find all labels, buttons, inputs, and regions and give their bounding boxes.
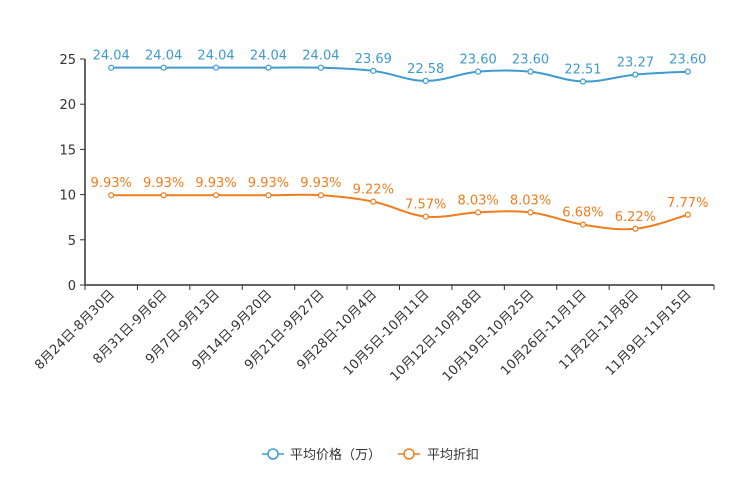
y-tick-label: 25	[59, 53, 76, 68]
data-point	[370, 67, 377, 74]
data-label: 9.93%	[195, 176, 236, 191]
data-label: 24.04	[93, 49, 130, 64]
legend-item-1: 平均折扣	[398, 448, 479, 463]
series-1: 9.93% 9.93% 9.93% 9.93% 9.93% 9.22% 7.57% 8.03%…	[91, 176, 708, 232]
axes: 05101520258月24日-8月30日8月31日-9月6日9月7日-9月13…	[32, 53, 715, 385]
data-point	[527, 68, 534, 75]
data-label: 24.04	[197, 49, 234, 64]
data-point	[422, 213, 429, 220]
series-layer: 24.04 24.04 24.04 24.04 24.04 23.69 22.58 23.60…	[91, 49, 708, 232]
series-line	[111, 193, 689, 231]
data-label: 23.60	[512, 53, 549, 68]
data-point	[684, 68, 691, 75]
y-tick-label: 0	[68, 279, 76, 294]
data-point	[265, 64, 272, 71]
legend-label: 平均折扣	[427, 448, 479, 463]
data-label: 22.58	[407, 62, 444, 77]
legend-marker-icon	[267, 448, 279, 460]
data-point	[370, 198, 377, 205]
data-point	[160, 64, 167, 71]
data-point	[632, 71, 639, 78]
legend: 平均价格（万） 平均折扣	[262, 447, 479, 463]
data-label: 24.04	[250, 49, 287, 64]
data-label: 6.22%	[615, 210, 656, 225]
data-label: 23.69	[355, 52, 392, 67]
data-point	[475, 68, 482, 75]
series-line	[111, 66, 688, 83]
data-point	[108, 64, 115, 71]
data-point	[160, 192, 167, 199]
legend-label: 平均价格（万）	[290, 447, 381, 463]
data-label: 9.93%	[143, 176, 184, 191]
data-point	[632, 225, 639, 232]
data-point	[475, 209, 482, 216]
data-label: 22.51	[564, 63, 601, 78]
x-tick-label: 10月12日-10月18日	[387, 287, 484, 384]
data-label: 9.93%	[91, 176, 132, 191]
data-point	[684, 211, 691, 218]
data-point	[527, 209, 534, 216]
data-point	[579, 221, 587, 228]
data-point	[317, 192, 324, 199]
data-point	[108, 192, 115, 199]
data-label: 9.22%	[353, 183, 394, 198]
data-label: 7.57%	[405, 198, 446, 213]
series-0: 24.04 24.04 24.04 24.04 24.04 23.69 22.58 23.60…	[93, 49, 706, 85]
data-point	[422, 77, 429, 84]
data-label: 23.60	[460, 53, 497, 68]
y-tick-label: 15	[59, 143, 76, 158]
legend-marker-icon	[403, 448, 415, 460]
x-tick-label: 10月19日-10月25日	[440, 287, 537, 384]
y-tick-label: 10	[59, 189, 76, 204]
data-point	[317, 64, 324, 71]
data-label: 23.60	[669, 53, 706, 68]
data-label: 9.93%	[248, 176, 289, 191]
data-label: 8.03%	[510, 193, 551, 208]
data-point	[212, 192, 220, 199]
data-label: 23.27	[617, 56, 654, 71]
data-label: 7.77%	[667, 196, 708, 211]
data-label: 24.04	[145, 49, 182, 64]
data-label: 8.03%	[457, 193, 498, 208]
data-label: 9.93%	[300, 176, 341, 191]
legend-item-0: 平均价格（万）	[262, 447, 381, 463]
data-point	[212, 64, 220, 71]
data-label: 6.68%	[562, 206, 603, 221]
y-tick-label: 5	[68, 234, 76, 249]
data-label: 24.04	[302, 49, 339, 64]
data-point	[579, 78, 587, 85]
data-point	[265, 192, 272, 199]
y-tick-label: 20	[59, 98, 76, 113]
